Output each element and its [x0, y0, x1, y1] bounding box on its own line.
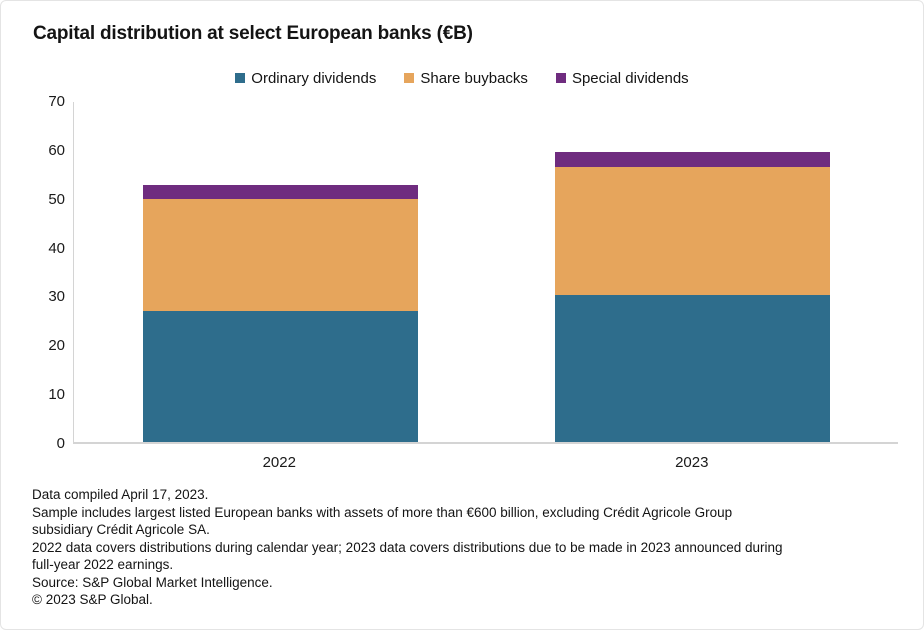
- legend-item: Ordinary dividends: [235, 70, 376, 87]
- legend-item: Share buybacks: [404, 70, 528, 87]
- y-tick-label: 30: [48, 288, 65, 306]
- legend-label: Ordinary dividends: [251, 69, 377, 87]
- bar-segment: [142, 198, 418, 312]
- footnote-line: 2022 data covers distributions during ca…: [32, 539, 783, 555]
- legend-swatch-icon: [555, 73, 566, 83]
- y-tick-label: 10: [48, 386, 65, 404]
- bar-segment: [555, 151, 831, 167]
- bar-segment: [142, 311, 418, 442]
- y-tick-label: 40: [48, 239, 65, 257]
- y-axis-tick-labels: 0 10 20 30 40 50 60 70: [27, 93, 65, 452]
- legend-swatch-icon: [235, 73, 246, 83]
- chart-legend: Ordinary dividends Share buybacks Special …: [1, 67, 923, 89]
- footnotes: Data compiled April 17, 2023. Sample incl…: [32, 486, 912, 609]
- x-tick-label: 2022: [262, 454, 296, 471]
- y-tick-label: 60: [48, 141, 65, 159]
- bar-segment: [555, 166, 831, 296]
- legend-item: Special dividends: [555, 69, 689, 87]
- y-tick-label: 0: [56, 435, 65, 452]
- footnote-line: © 2023 S&P Global.: [32, 592, 153, 607]
- bar-segment: [555, 295, 831, 442]
- x-axis-tick-labels: 2022 2023: [73, 454, 898, 474]
- footnote-line: Source: S&P Global Market Intelligence.: [32, 574, 273, 590]
- footnote-line: full-year 2022 earnings.: [32, 557, 174, 572]
- x-tick-label: 2023: [675, 454, 709, 471]
- footnote-line: Data compiled April 17, 2023.: [32, 487, 209, 502]
- footnote-line: subsidiary Crédit Agricole SA.: [32, 522, 210, 537]
- y-tick-label: 50: [48, 190, 65, 208]
- bar-segment: [142, 184, 418, 199]
- legend-swatch-icon: [404, 73, 415, 83]
- legend-label: Share buybacks: [420, 69, 528, 87]
- chart-title: Capital distribution at select European …: [33, 23, 473, 44]
- y-tick-label: 20: [48, 337, 65, 355]
- y-tick-label: 70: [48, 93, 65, 110]
- plot-area: [73, 102, 898, 444]
- legend-label: Special dividends: [571, 69, 689, 87]
- footnote-line: Sample includes largest listed European …: [32, 504, 733, 520]
